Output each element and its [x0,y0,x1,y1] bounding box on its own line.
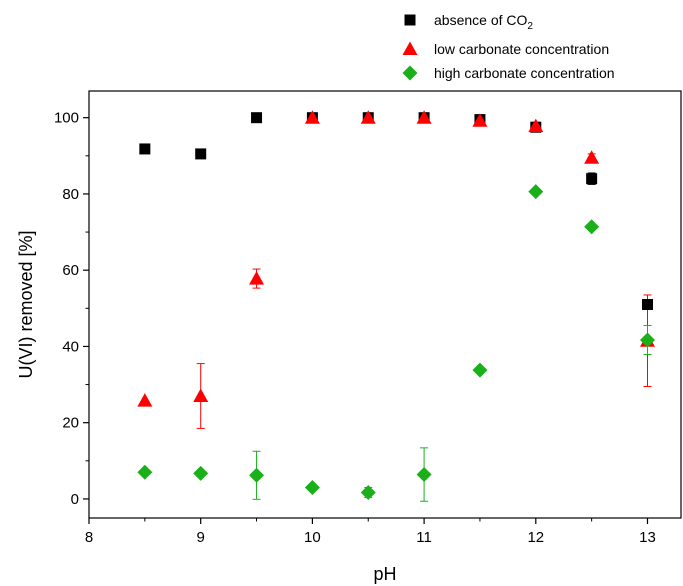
x-tick-label: 9 [197,529,205,546]
data-point-triangle [304,110,320,124]
data-point-square [195,148,207,160]
y-tick-label: 0 [71,491,79,508]
data-point-diamond [360,484,376,500]
data-point-diamond [193,465,209,481]
legend-label: absence of CO2 [434,12,533,32]
data-point-diamond [137,464,153,480]
x-tick-label: 8 [85,529,93,546]
data-point-triangle [360,110,376,124]
data-point-triangle [137,393,153,407]
legend-marker-square [404,14,416,26]
data-point-triangle [416,110,432,124]
legend-label: high carbonate concentration [434,65,615,81]
x-tick-label: 10 [304,529,321,546]
data-point-triangle [472,113,488,127]
x-tick-label: 12 [527,529,544,546]
data-point-diamond [249,467,265,483]
data-point-diamond [584,219,600,235]
data-points [137,110,655,500]
y-tick-label: 100 [54,110,79,127]
data-point-square [641,299,653,310]
data-point-diamond [639,332,655,348]
data-point-diamond [416,467,432,483]
data-point-triangle [584,150,600,164]
plot-frame [88,90,682,519]
legend-label: low carbonate concentration [434,41,609,57]
data-point-diamond [304,480,320,495]
legend-marker-diamond [402,65,418,81]
data-point-triangle [249,271,265,285]
error-bars [196,113,652,502]
y-tick-label: 60 [62,262,79,279]
data-point-square [586,173,598,185]
data-point-diamond [472,362,488,378]
y-tick-label: 40 [62,338,79,355]
x-tick-label: 11 [416,529,432,546]
data-point-square [139,143,151,155]
y-axis-label: U(VI) removed [%] [16,230,36,378]
axis-ticks: 8 9 10 11 12 13 0 20 40 60 80 100 [54,110,656,546]
data-point-square [251,112,263,124]
legend-marker-triangle [402,41,418,55]
y-tick-label: 20 [62,415,79,432]
data-point-diamond [528,184,544,200]
x-tick-label: 13 [639,529,656,546]
data-point-triangle [193,388,209,402]
x-axis-label: pH [373,564,396,584]
legend: absence of CO2 low carbonate concentratio… [402,12,615,81]
y-tick-label: 80 [62,186,79,203]
data-point-triangle [528,118,544,133]
